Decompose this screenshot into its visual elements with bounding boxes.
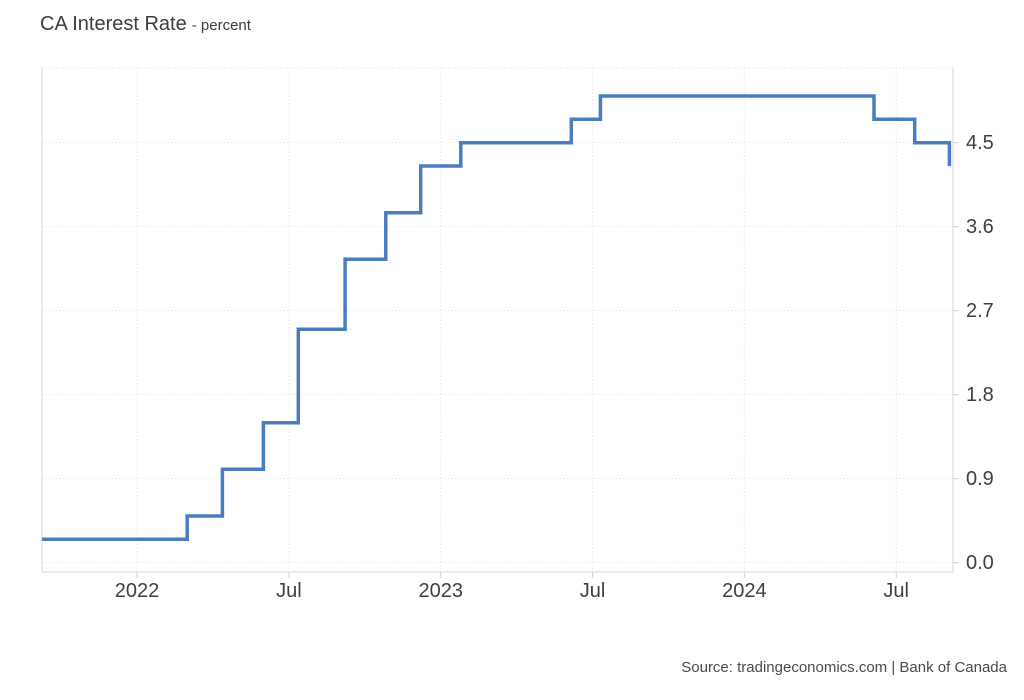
x-tick-label: Jul	[276, 580, 302, 602]
x-tick-label: 2023	[418, 580, 463, 602]
y-tick-label: 0.9	[966, 467, 994, 490]
chart-title: CA Interest Rate	[40, 13, 187, 35]
y-tick-label: 4.5	[966, 131, 994, 154]
y-tick-label: 3.6	[966, 215, 994, 238]
x-tick-label: Jul	[883, 580, 909, 602]
x-tick-label: 2022	[114, 580, 160, 602]
y-tick-label: 1.8	[966, 383, 994, 406]
x-tick-label: 2024	[722, 580, 767, 602]
y-tick-label: 2.7	[966, 299, 994, 322]
x-tick-label: Jul	[579, 580, 606, 602]
chart-subtitle: - percent	[191, 17, 251, 34]
chart-header: CA Interest Rate - percent	[40, 13, 251, 36]
source-attribution: Source: tradingeconomics.com | Bank of C…	[681, 659, 1007, 676]
interest-rate-step-line[interactable]	[42, 94, 952, 542]
y-tick-label: 0.0	[966, 551, 994, 574]
